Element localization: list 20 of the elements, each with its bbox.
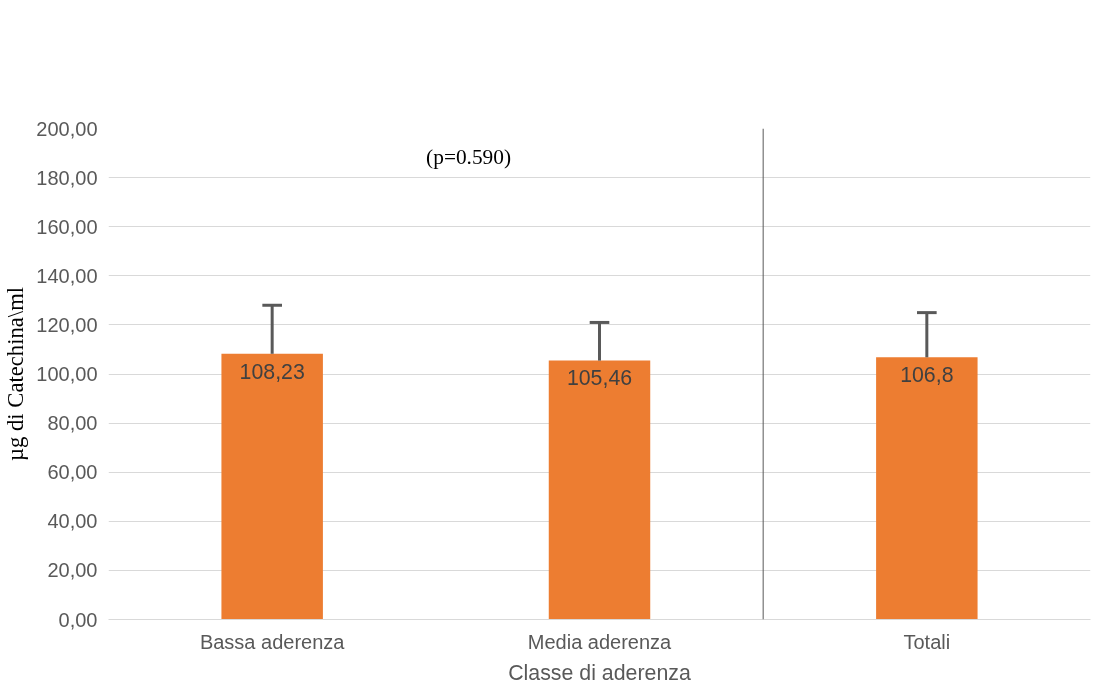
y-tick-label: 0,00 bbox=[58, 608, 98, 631]
y-tick-label: 80,00 bbox=[47, 412, 98, 435]
data-label: 108,23 bbox=[239, 359, 305, 384]
y-tick-label: 200,00 bbox=[36, 117, 98, 140]
annotation: (p=0.590) bbox=[426, 144, 512, 169]
y-tick-label: 140,00 bbox=[36, 264, 98, 287]
x-tick-label: Bassa aderenza bbox=[199, 630, 346, 653]
y-tick-label: 160,00 bbox=[36, 215, 98, 238]
y-tick-label: 100,00 bbox=[36, 363, 98, 385]
y-tick-label: 40,00 bbox=[47, 510, 98, 533]
y-tick-label: 120,00 bbox=[36, 313, 98, 336]
y-tick-label: 180,00 bbox=[36, 166, 98, 189]
y-tick-label: 20,00 bbox=[47, 559, 98, 582]
x-axis-title: Classe di aderenza bbox=[508, 660, 691, 685]
data-label: 105,46 bbox=[566, 366, 633, 391]
data-label: 106,8 bbox=[900, 363, 954, 388]
y-axis-title: µg di Catechina\ml bbox=[3, 286, 29, 462]
x-tick-label: Media aderenza bbox=[527, 630, 673, 653]
x-tick-label: Totali bbox=[903, 630, 951, 653]
y-tick-label: 60,00 bbox=[47, 461, 98, 484]
